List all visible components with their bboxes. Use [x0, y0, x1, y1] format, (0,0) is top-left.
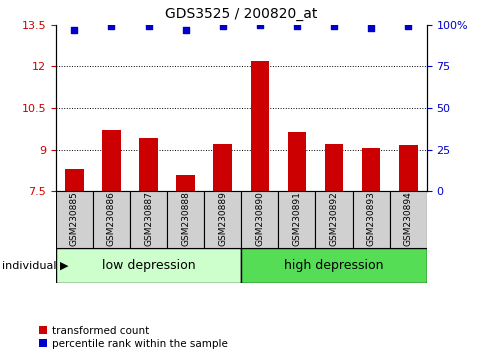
Bar: [278, 191, 315, 248]
Bar: [398, 145, 417, 191]
Legend: transformed count, percentile rank within the sample: transformed count, percentile rank withi…: [39, 326, 227, 349]
Text: GSM230886: GSM230886: [106, 191, 116, 246]
Bar: [352, 191, 389, 248]
Text: GSM230889: GSM230889: [218, 191, 227, 246]
Bar: [324, 144, 343, 191]
Point: [144, 24, 152, 29]
Point: [182, 27, 189, 33]
Bar: [102, 130, 121, 191]
Text: GSM230893: GSM230893: [366, 191, 375, 246]
Bar: [213, 144, 231, 191]
Text: GSM230891: GSM230891: [292, 191, 301, 246]
Point: [256, 22, 263, 28]
Text: GSM230885: GSM230885: [70, 191, 79, 246]
Point: [107, 24, 115, 29]
Bar: [166, 191, 204, 248]
Point: [404, 24, 411, 29]
Text: GSM230888: GSM230888: [181, 191, 190, 246]
Point: [292, 24, 300, 29]
Point: [330, 24, 337, 29]
Text: GSM230894: GSM230894: [403, 191, 412, 246]
Bar: [93, 191, 130, 248]
Text: high depression: high depression: [284, 259, 383, 272]
Bar: [56, 191, 93, 248]
Bar: [389, 191, 426, 248]
Text: individual ▶: individual ▶: [2, 261, 69, 270]
Bar: [287, 132, 305, 191]
Bar: [139, 138, 157, 191]
Point: [218, 24, 226, 29]
Bar: [241, 191, 278, 248]
Text: low depression: low depression: [102, 259, 195, 272]
Bar: [130, 191, 166, 248]
Bar: [65, 169, 83, 191]
Bar: [204, 191, 241, 248]
Point: [70, 27, 78, 33]
Bar: [361, 148, 379, 191]
Text: GSM230892: GSM230892: [329, 191, 338, 246]
Bar: [315, 191, 352, 248]
Bar: [241, 248, 426, 283]
Point: [366, 25, 374, 31]
Bar: [56, 248, 241, 283]
Text: GSM230890: GSM230890: [255, 191, 264, 246]
Text: GSM230887: GSM230887: [144, 191, 153, 246]
Bar: [250, 61, 269, 191]
Bar: [176, 175, 195, 191]
Title: GDS3525 / 200820_at: GDS3525 / 200820_at: [165, 7, 317, 21]
